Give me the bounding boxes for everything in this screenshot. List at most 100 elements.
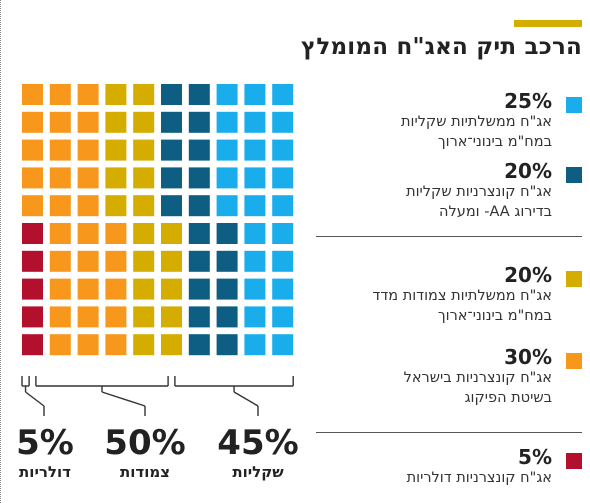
waffle-cell <box>244 306 266 328</box>
group-name: שקליות <box>232 463 284 481</box>
legend-swatch <box>566 271 582 287</box>
waffle-cell <box>77 195 99 217</box>
waffle-cell <box>22 250 43 272</box>
waffle-cell <box>77 84 99 105</box>
waffle-cell <box>77 306 99 328</box>
waffle-cell <box>161 223 182 244</box>
waffle-cell <box>161 195 182 217</box>
waffle-cell <box>161 278 182 300</box>
waffle-cell <box>105 278 127 300</box>
waffle-cell <box>77 167 99 189</box>
waffle-cell <box>188 139 210 161</box>
waffle-cell <box>188 223 210 244</box>
waffle-cell <box>272 278 294 300</box>
waffle-cell <box>105 306 127 328</box>
waffle-cell <box>77 334 99 356</box>
waffle-cell <box>22 139 43 161</box>
waffle-cell <box>244 223 266 244</box>
waffle-cell <box>77 111 99 133</box>
waffle-cell <box>216 167 238 189</box>
waffle-cell <box>244 278 266 300</box>
waffle-cell <box>49 223 71 244</box>
waffle-cell <box>22 84 43 105</box>
waffle-cell <box>105 139 127 161</box>
waffle-cell <box>161 167 182 189</box>
legend-divider <box>316 236 582 237</box>
waffle-cell <box>161 111 182 133</box>
waffle-cell <box>272 306 294 328</box>
left-dotted-border <box>0 0 1 503</box>
waffle-cell <box>216 111 238 133</box>
waffle-cell <box>244 111 266 133</box>
waffle-cell <box>161 250 182 272</box>
title-accent-bar <box>514 20 582 27</box>
waffle-cell <box>272 139 294 161</box>
waffle-cell <box>133 139 155 161</box>
waffle-cell <box>216 139 238 161</box>
waffle-cell <box>105 195 127 217</box>
waffle-cell <box>105 250 127 272</box>
group-percent: 5% <box>16 423 74 463</box>
waffle-cell <box>22 167 43 189</box>
waffle-cell <box>133 306 155 328</box>
waffle-cell <box>77 278 99 300</box>
waffle-cell <box>105 167 127 189</box>
legend-percent: 20% <box>504 263 552 287</box>
waffle-cell <box>272 195 294 217</box>
waffle-cell <box>216 306 238 328</box>
waffle-cell <box>272 250 294 272</box>
waffle-cell <box>49 167 71 189</box>
waffle-cell <box>272 111 294 133</box>
group-label-dollar: 5% דולריות <box>0 424 95 482</box>
legend-swatch <box>566 97 582 113</box>
waffle-cell <box>105 223 127 244</box>
waffle-cell <box>244 84 266 105</box>
group-label-shekel: 45% שקליות <box>208 424 308 482</box>
legend-swatch <box>566 353 582 369</box>
waffle-cell <box>133 334 155 356</box>
legend-item-gov-long: 25% אג"ח ממשלתיות שקליות במח"מ בינוני־אר… <box>332 90 582 152</box>
waffle-cell <box>161 306 182 328</box>
legend-item-corp-israel: 30% אג"ח קונצרניות בישראל בשיטת הפיקוג <box>332 346 582 408</box>
waffle-cell <box>188 84 210 105</box>
waffle-cell <box>244 195 266 217</box>
legend-item-corp-aa: 20% אג"ח קונצרניות שקליות בדירוג AA- ומע… <box>332 160 582 222</box>
waffle-cell <box>161 139 182 161</box>
waffle-cell <box>244 334 266 356</box>
legend-swatch <box>566 167 582 183</box>
waffle-cell <box>188 111 210 133</box>
waffle-cell <box>49 195 71 217</box>
waffle-cell <box>49 84 71 105</box>
group-bracket-connector <box>101 391 146 407</box>
legend-percent: 30% <box>504 345 552 369</box>
legend-description: אג"ח קונצרניות שקליות בדירוג AA- ומעלה <box>406 184 552 220</box>
waffle-cell <box>133 111 155 133</box>
waffle-cell <box>105 84 127 105</box>
legend-divider <box>316 432 582 433</box>
waffle-cell <box>161 84 182 105</box>
waffle-cell <box>49 250 71 272</box>
chart-title: הרכב תיק האג"ח המומלץ <box>300 34 582 60</box>
waffle-cell <box>161 334 182 356</box>
waffle-cell <box>49 139 71 161</box>
waffle-cell <box>188 167 210 189</box>
waffle-cell <box>77 139 99 161</box>
waffle-cell <box>22 278 43 300</box>
waffle-cell <box>188 306 210 328</box>
waffle-cell <box>244 250 266 272</box>
waffle-cell <box>188 334 210 356</box>
waffle-cell <box>49 278 71 300</box>
legend-percent: 25% <box>504 89 552 113</box>
waffle-cell <box>22 195 43 217</box>
legend-description: אג"ח קונצרניות בישראל בשיטת הפיקוג <box>403 370 552 406</box>
legend-description: אג"ח ממשלתיות שקליות במח"מ בינוני־ארוך <box>400 114 552 150</box>
waffle-cell <box>244 139 266 161</box>
waffle-cell <box>22 111 43 133</box>
waffle-cell <box>133 278 155 300</box>
waffle-cell <box>216 84 238 105</box>
waffle-cell <box>77 250 99 272</box>
waffle-cell <box>188 250 210 272</box>
group-bracket-connector <box>233 391 259 407</box>
waffle-cell <box>49 306 71 328</box>
